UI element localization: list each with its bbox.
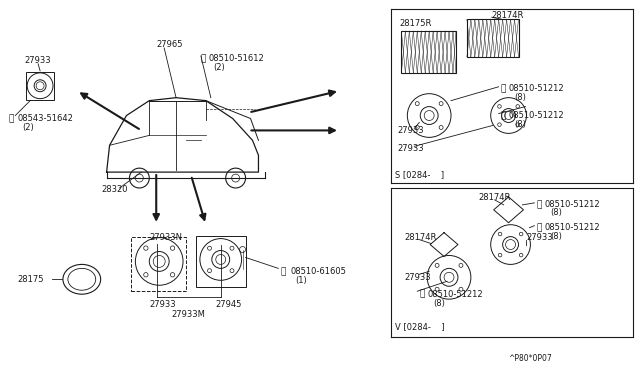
Text: (2): (2) xyxy=(213,63,225,73)
Text: S [0284-    ]: S [0284- ] xyxy=(396,171,445,180)
Text: (8): (8) xyxy=(515,120,527,129)
Text: 27965: 27965 xyxy=(156,39,183,49)
Bar xyxy=(196,235,246,287)
Text: (8): (8) xyxy=(433,299,445,308)
Text: 27945: 27945 xyxy=(216,299,242,309)
Text: 08510-51212: 08510-51212 xyxy=(427,290,483,299)
Text: (8): (8) xyxy=(515,93,527,102)
Text: 27933M: 27933M xyxy=(171,310,205,318)
Text: (1): (1) xyxy=(295,276,307,285)
Bar xyxy=(401,31,456,73)
Text: (8): (8) xyxy=(550,208,562,217)
Text: ^P80*0P07: ^P80*0P07 xyxy=(509,354,552,363)
Text: (2): (2) xyxy=(22,123,34,132)
Text: 28174R: 28174R xyxy=(479,193,511,202)
Text: V [0284-    ]: V [0284- ] xyxy=(396,323,445,331)
Text: 28174R: 28174R xyxy=(492,11,524,20)
Text: 27933: 27933 xyxy=(404,273,431,282)
Text: 28175R: 28175R xyxy=(399,19,432,28)
Text: 28320: 28320 xyxy=(102,186,128,195)
Text: 27933: 27933 xyxy=(24,57,51,65)
Text: Ⓢ: Ⓢ xyxy=(280,267,285,276)
Text: Ⓢ: Ⓢ xyxy=(419,290,424,299)
Text: Ⓢ: Ⓢ xyxy=(500,111,506,120)
Text: (8): (8) xyxy=(550,232,562,241)
Bar xyxy=(26,72,54,100)
Text: 27933: 27933 xyxy=(527,233,553,242)
Text: 08510-51212: 08510-51212 xyxy=(544,201,600,209)
Text: 08510-51212: 08510-51212 xyxy=(509,111,564,120)
Text: Ⓢ: Ⓢ xyxy=(536,223,541,232)
Text: Ⓢ: Ⓢ xyxy=(500,84,506,93)
Text: 28175: 28175 xyxy=(17,275,44,284)
Text: Ⓢ: Ⓢ xyxy=(536,201,541,209)
Text: Ⓢ: Ⓢ xyxy=(8,114,13,123)
Text: 08510-51612: 08510-51612 xyxy=(209,54,264,64)
Text: 27933N: 27933N xyxy=(149,233,182,242)
Text: 27933: 27933 xyxy=(397,144,424,153)
Text: 08510-51212: 08510-51212 xyxy=(509,84,564,93)
Text: 28174R: 28174R xyxy=(404,233,436,242)
Text: 27933: 27933 xyxy=(149,299,176,309)
Text: 08510-51212: 08510-51212 xyxy=(544,223,600,232)
Bar xyxy=(467,19,518,57)
Bar xyxy=(131,237,186,291)
Text: Ⓢ: Ⓢ xyxy=(201,54,206,64)
Text: 08510-61605: 08510-61605 xyxy=(290,267,346,276)
Text: 27933: 27933 xyxy=(397,126,424,135)
Text: 08543-51642: 08543-51642 xyxy=(17,114,73,123)
